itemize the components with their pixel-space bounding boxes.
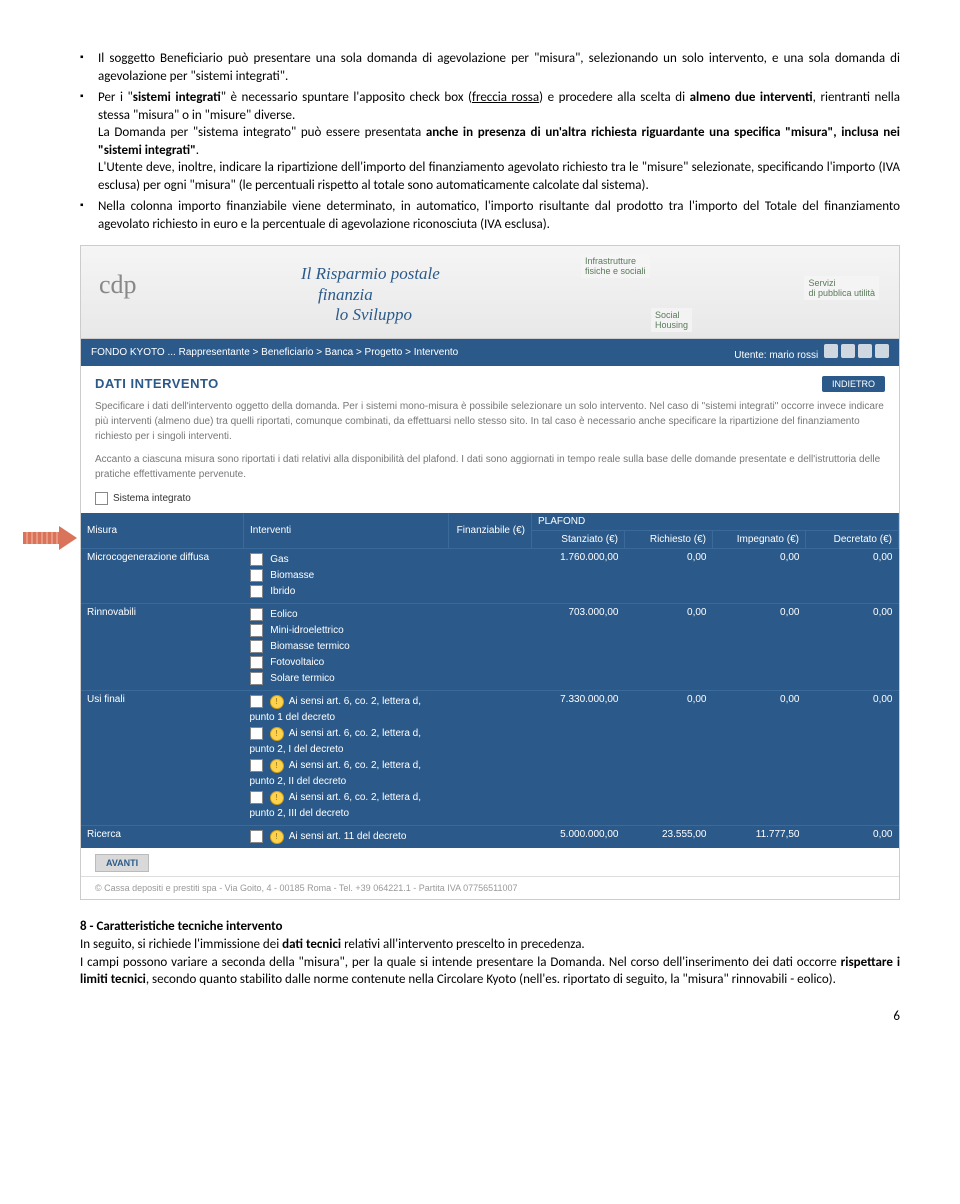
cell-stanziato: 5.000.000,00	[532, 826, 625, 849]
intervento-checkbox[interactable]	[250, 585, 263, 598]
intervento-checkbox[interactable]	[250, 640, 263, 653]
tag-infrastrutture: Infrastrutturefisiche e sociali	[581, 254, 650, 278]
cell-richiesto: 23.555,00	[625, 826, 713, 849]
col-impegnato: Impegnato (€)	[713, 531, 806, 549]
cell-decretato: 0,00	[806, 826, 899, 849]
intervento-checkbox[interactable]	[250, 759, 263, 772]
cell-stanziato: 703.000,00	[532, 604, 625, 691]
screenshot-app: cdp Il Risparmio postale finanzia lo Svi…	[80, 245, 900, 900]
tag-servizi: Servizidi pubblica utilità	[804, 276, 879, 300]
page-number: 6	[0, 1009, 960, 1034]
bulb-icon: !	[270, 830, 284, 844]
cell-decretato: 0,00	[806, 604, 899, 691]
col-finanziabile: Finanziabile (€)	[449, 513, 532, 549]
cell-finanziabile	[449, 549, 532, 604]
cell-finanziabile	[449, 604, 532, 691]
sistema-integrato-label: Sistema integrato	[113, 494, 191, 505]
section-desc-2: Accanto a ciascuna misura sono riportati…	[95, 452, 885, 482]
interventi-table: Misura Interventi Finanziabile (€) PLAFO…	[81, 513, 899, 848]
tag-social-housing: SocialHousing	[651, 308, 692, 332]
col-stanziato: Stanziato (€)	[532, 531, 625, 549]
cell-richiesto: 0,00	[625, 604, 713, 691]
cell-misura: Rinnovabili	[81, 604, 244, 691]
intervento-checkbox[interactable]	[250, 830, 263, 843]
banner-title: Il Risparmio postale finanzia lo Svilupp…	[301, 264, 440, 325]
intervento-checkbox[interactable]	[250, 553, 263, 566]
cell-richiesto: 0,00	[625, 549, 713, 604]
col-plafond: PLAFOND	[532, 513, 899, 531]
cell-decretato: 0,00	[806, 691, 899, 826]
cell-interventi: ! Ai sensi art. 11 del decreto	[244, 826, 449, 849]
col-interventi: Interventi	[244, 513, 449, 549]
user-label: Utente: mario rossi	[734, 350, 818, 361]
red-arrow-annotation	[23, 526, 79, 550]
cell-impegnato: 0,00	[713, 691, 806, 826]
col-misura: Misura	[81, 513, 244, 549]
section-desc-1: Specificare i dati dell'intervento ogget…	[95, 399, 885, 444]
cell-interventi: Gas Biomasse Ibrido	[244, 549, 449, 604]
bullet-1: Il soggetto Beneficiario può presentare …	[80, 50, 900, 85]
cell-interventi: ! Ai sensi art. 6, co. 2, lettera d, pun…	[244, 691, 449, 826]
intervento-checkbox[interactable]	[250, 608, 263, 621]
intervento-checkbox[interactable]	[250, 656, 263, 669]
bullet-2: Per i "sistemi integrati" è necessario s…	[80, 89, 900, 194]
intervento-checkbox[interactable]	[250, 569, 263, 582]
bulb-icon: !	[270, 759, 284, 773]
post-p2: I campi possono variare a seconda della …	[80, 954, 900, 989]
intervento-checkbox[interactable]	[250, 791, 263, 804]
cell-decretato: 0,00	[806, 549, 899, 604]
intervento-checkbox[interactable]	[250, 695, 263, 708]
intervento-checkbox[interactable]	[250, 672, 263, 685]
cell-stanziato: 1.760.000,00	[532, 549, 625, 604]
post-heading: 8 - Caratteristiche tecniche intervento	[80, 918, 900, 936]
cdp-logo: cdp	[99, 270, 137, 300]
post-p1: In seguito, si richiede l'immissione dei…	[80, 936, 900, 954]
back-button[interactable]: INDIETRO	[822, 376, 885, 392]
col-decretato: Decretato (€)	[806, 531, 899, 549]
cell-impegnato: 0,00	[713, 549, 806, 604]
bullet-3: Nella colonna importo finanziabile viene…	[80, 198, 900, 233]
cell-finanziabile	[449, 826, 532, 849]
section-title: DATI INTERVENTO	[95, 376, 219, 391]
sistema-integrato-checkbox[interactable]	[95, 492, 108, 505]
cell-impegnato: 11.777,50	[713, 826, 806, 849]
cell-richiesto: 0,00	[625, 691, 713, 826]
intervento-checkbox[interactable]	[250, 727, 263, 740]
cell-misura: Usi finali	[81, 691, 244, 826]
bulb-icon: !	[270, 727, 284, 741]
app-footer: © Cassa depositi e prestiti spa - Via Go…	[81, 876, 899, 899]
cell-impegnato: 0,00	[713, 604, 806, 691]
bulb-icon: !	[270, 791, 284, 805]
toolbar-icons[interactable]	[821, 350, 889, 361]
cell-misura: Ricerca	[81, 826, 244, 849]
breadcrumb-bar: FONDO KYOTO ... Rappresentante > Benefic…	[81, 339, 899, 366]
col-richiesto: Richiesto (€)	[625, 531, 713, 549]
intervento-checkbox[interactable]	[250, 624, 263, 637]
bulb-icon: !	[270, 695, 284, 709]
avanti-button[interactable]: AVANTI	[95, 854, 149, 872]
cell-misura: Microcogenerazione diffusa	[81, 549, 244, 604]
cell-finanziabile	[449, 691, 532, 826]
banner: cdp Il Risparmio postale finanzia lo Svi…	[81, 246, 899, 339]
cell-interventi: Eolico Mini-idroelettrico Biomasse termi…	[244, 604, 449, 691]
cell-stanziato: 7.330.000,00	[532, 691, 625, 826]
breadcrumb: FONDO KYOTO ... Rappresentante > Benefic…	[91, 347, 458, 358]
